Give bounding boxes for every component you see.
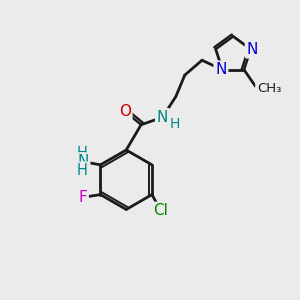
Text: N: N bbox=[157, 110, 168, 125]
Text: O: O bbox=[119, 104, 131, 119]
Text: F: F bbox=[78, 190, 87, 205]
Text: H: H bbox=[76, 163, 88, 178]
Text: H: H bbox=[76, 146, 88, 161]
Text: N: N bbox=[247, 42, 258, 57]
Text: Cl: Cl bbox=[153, 203, 168, 218]
Text: CH₃: CH₃ bbox=[257, 82, 281, 95]
Text: H: H bbox=[170, 117, 180, 131]
Text: N: N bbox=[215, 62, 226, 77]
Text: N: N bbox=[77, 154, 88, 169]
